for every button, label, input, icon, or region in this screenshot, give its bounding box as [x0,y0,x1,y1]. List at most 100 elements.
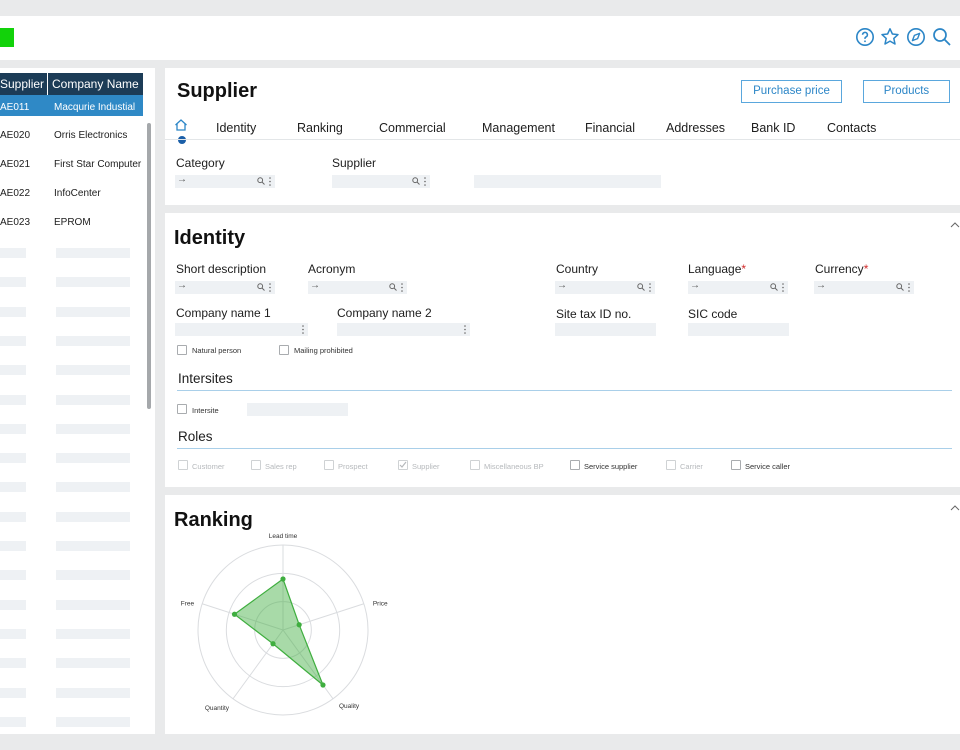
tab-addresses[interactable]: Addresses [666,121,726,135]
more-icon[interactable] [269,283,271,292]
placeholder-code [0,628,26,639]
company-name-2-label: Company name 2 [337,306,432,320]
tab-bank-id[interactable]: Bank ID [751,121,796,135]
radar-axis [282,629,334,700]
compass-icon[interactable] [906,27,926,47]
search-icon[interactable] [257,177,265,185]
list-item-name[interactable]: EPROM [54,217,91,228]
search-icon[interactable] [770,283,778,291]
list-item-code[interactable]: AE011 [0,102,30,113]
sic-code-label: SIC code [688,307,738,321]
list-item-name[interactable]: Orris Electronics [54,130,128,141]
search-icon[interactable] [389,283,397,291]
more-icon[interactable] [269,177,271,186]
search-icon[interactable] [257,283,265,291]
natural-person-label: Natural person [192,346,242,355]
list-scrollbar[interactable] [147,123,151,409]
placeholder-name [56,541,130,551]
list-item-name[interactable]: InfoCenter [54,188,101,199]
role-checkbox[interactable] [570,460,580,470]
search-icon[interactable] [412,177,420,185]
home-tab-icon[interactable] [174,118,188,132]
role-label: Customer [192,462,225,471]
role-label: Miscellaneous BP [484,462,544,471]
sic-code-field[interactable] [688,323,789,336]
list-item-code[interactable]: AE022 [0,188,31,199]
acronym-field[interactable]: → [308,280,407,294]
mailing-prohibited-checkbox[interactable] [279,345,289,355]
search-icon[interactable] [932,27,952,47]
placeholder-name [56,453,130,464]
radar-point [231,611,238,617]
role-checkbox [470,460,480,470]
column-header-company-name[interactable]: Company Name [52,77,139,91]
placeholder-name [56,511,130,522]
tab-identity[interactable]: Identity [216,121,257,135]
more-icon[interactable] [782,283,784,292]
intersite-label: Intersite [192,406,219,415]
collapse-icon[interactable] [950,222,960,228]
list-item-code[interactable]: AE020 [0,130,31,141]
role-checkbox [324,460,334,470]
short-description-label: Short description [176,262,267,276]
list-item-code[interactable]: AE023 [0,217,31,228]
company-name-2-field[interactable] [337,323,470,336]
tab-commercial[interactable]: Commercial [379,121,446,135]
column-header-supplier[interactable]: Supplier [0,77,45,91]
radar-axis [282,603,364,631]
placeholder-name [56,248,130,258]
company-name-1-field[interactable] [175,323,308,336]
placeholder-code [0,541,26,551]
purchase-price-button[interactable]: Purchase price [741,80,842,103]
search-icon[interactable] [896,283,904,291]
radar-point [320,682,326,688]
roles-section-title: Roles [178,429,213,444]
short-description-field[interactable]: → [175,280,275,294]
more-icon[interactable] [424,177,426,186]
site-tax-id-label: Site tax ID no. [556,307,632,321]
more-icon[interactable] [649,283,651,292]
list-row-selected[interactable] [0,95,143,116]
help-icon[interactable] [855,27,875,47]
more-icon[interactable] [302,325,304,334]
tab-management[interactable]: Management [482,121,555,135]
placeholder-name [56,658,130,669]
currency-field[interactable]: → [814,280,914,294]
more-icon[interactable] [464,325,466,334]
section-title-identity: Identity [174,227,246,249]
more-icon[interactable] [401,283,403,292]
app-logo[interactable] [0,28,14,47]
supplier-name-field [474,175,661,188]
list-header: Supplier Company Name [0,73,143,95]
country-field[interactable]: → [555,280,655,294]
placeholder-code [0,716,26,727]
tab-contacts[interactable]: Contacts [827,121,877,135]
list-item-code[interactable]: AE021 [0,159,31,170]
language-field[interactable]: → [688,280,788,294]
radar-axis [202,603,284,631]
collapse-icon[interactable] [950,505,960,511]
radar-point [280,576,286,582]
more-icon[interactable] [908,283,910,292]
list-item-name[interactable]: Macqurie Industial [54,102,136,113]
star-icon[interactable] [880,27,900,47]
products-button[interactable]: Products [863,80,950,103]
list-item-name[interactable]: First Star Computer [54,159,142,170]
placeholder-name [56,306,130,317]
natural-person-checkbox[interactable] [177,345,187,355]
tab-ranking[interactable]: Ranking [297,121,343,135]
placeholder-name [56,687,130,698]
search-icon[interactable] [637,283,645,291]
placeholder-name [56,482,130,493]
placeholder-code [0,511,26,522]
site-tax-id-field[interactable] [555,323,656,336]
intersite-field[interactable] [247,403,348,416]
supplier-field[interactable] [332,175,430,188]
role-checkbox[interactable] [731,460,741,470]
category-field[interactable]: → [175,174,275,188]
radar-axis-label: Quality [339,703,360,710]
placeholder-code [0,599,26,610]
intersite-checkbox[interactable] [177,404,187,414]
tab-financial[interactable]: Financial [585,121,636,135]
tab-divider [165,139,960,140]
